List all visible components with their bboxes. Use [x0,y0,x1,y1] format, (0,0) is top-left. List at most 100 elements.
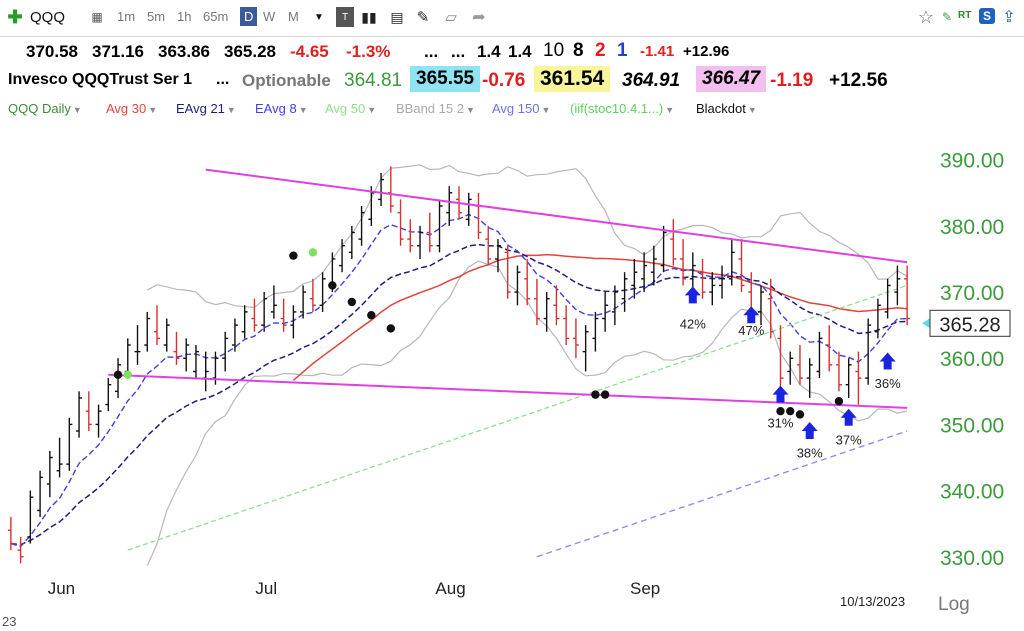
blackdot-marker [786,406,795,416]
up-arrow-icon [743,306,760,324]
interval-65m[interactable]: 65m [203,9,229,24]
legend-eavg-21[interactable]: EAvg 21 ▼ [176,101,236,116]
optionable-label: Optionable [242,71,331,90]
value-1: 1.4 [477,42,501,61]
legend-avg-150[interactable]: Avg 150 ▼ [492,101,551,116]
interval-1m[interactable]: 1m [117,9,136,24]
blackdot-marker [795,410,805,419]
interval-weekly[interactable]: W [263,9,276,24]
value-8: +12.96 [683,43,730,60]
add-symbol-icon[interactable]: ✚ [7,6,23,27]
blackdot-marker [386,324,396,333]
open-value: 370.58 [26,42,78,61]
value-6: 1 [617,40,628,61]
quote-line-1: 370.58 371.16 363.86 365.28 -4.65 -1.3% … [0,38,1024,64]
security-name: Invesco QQQTrust Ser 1 [8,71,193,88]
price-5: 364.91 [622,70,681,91]
rt-badge[interactable]: RT [958,10,972,21]
interval-1h[interactable]: 1h [177,9,192,24]
green-dot-marker [308,248,318,257]
up-arrow-icon [772,385,789,403]
blackdot-marker [776,406,785,416]
value-3: 10 [543,40,565,61]
up-arrow-icon [801,422,818,440]
legend-eavg-8[interactable]: EAvg 8 ▼ [255,101,308,116]
y-tick-label: 330.00 [940,547,1004,570]
change-pct-value: -1.3% [346,42,391,61]
draw-pencil-icon[interactable]: ✎ [416,9,430,26]
blackdot-marker [113,370,123,379]
star-icon[interactable]: ☆ [917,6,935,27]
toolbar: ✚ QQQ ▦ 1m 5m 1h 65m D W M ▼ T ▮▮ ▤ ✎ ▱ … [0,0,1024,37]
s-badge[interactable]: S [979,8,996,24]
high-value: 371.16 [92,42,144,61]
percent-annotation: 37% [836,432,862,447]
up-arrow-icon [840,408,857,426]
share-arrow-icon[interactable]: ➦ [472,9,486,26]
quote-line-2: Invesco QQQTrust Ser 1 ... Optionable 36… [0,66,1024,92]
y-tick-label: 350.00 [940,414,1004,437]
price-1: 364.81 [344,70,403,91]
year-label: 23 [2,614,16,629]
avg-150-line [536,430,908,558]
text-tool-icon[interactable]: T [336,7,354,27]
x-tick-label: Jun [48,579,75,598]
price-2: 365.55 [410,66,481,92]
interval-monthly[interactable]: M [288,9,299,24]
blackdot-marker [834,397,844,406]
alert-icon[interactable]: ✎ [941,10,953,24]
bar-chart-icon[interactable]: ▮▮ [361,8,377,25]
y-tick-label: 390.00 [940,150,1004,173]
eavg-8-line [10,213,908,548]
price-6: 366.47 [696,66,767,92]
share-icon[interactable]: ⇪ [1002,9,1016,26]
y-tick-label: 340.00 [940,481,1004,504]
dots-2: ... [451,42,466,61]
percent-annotation: 42% [680,316,706,331]
interval-daily[interactable]: D [240,7,258,26]
price-chart[interactable]: 42% 47% 31% 38% 37% 36% 330.00 340.00 350.00 360… [0,120,1024,631]
value-5: 2 [595,40,606,61]
value-7: -1.41 [640,43,675,60]
price-7: -1.19 [770,70,814,91]
x-tick-label: Jul [255,579,277,598]
calculator-icon[interactable]: ▤ [390,8,404,25]
lower-trendline [108,373,908,409]
percent-annotation: 31% [767,416,793,431]
up-arrow-icon [879,352,896,370]
x-tick-label: Aug [435,579,465,598]
legend-bband[interactable]: BBand 15 2 ▼ [396,101,475,116]
avg-50-line [127,284,908,551]
percent-annotation: 38% [797,446,823,461]
green-dot-marker [123,370,132,379]
note-icon[interactable]: ▱ [445,9,457,26]
chevron-down-icon[interactable]: ▼ [314,11,324,23]
x-tick-label: Sep [630,579,660,598]
symbol-input[interactable]: QQQ [30,9,66,26]
y-tick-label: 370.00 [940,282,1004,305]
interval-5m[interactable]: 5m [147,9,166,24]
last-price-box [929,309,1011,337]
blackdot-marker [328,281,337,290]
blackdot-marker [289,251,298,260]
legend-qqq-daily[interactable]: QQQ Daily ▼ [8,101,82,116]
grid-icon[interactable]: ▦ [91,10,103,24]
legend-avg-50[interactable]: Avg 50 ▼ [325,101,377,116]
y-tick-label: 380.00 [940,216,1004,239]
percent-annotation: 36% [875,376,901,391]
indicator-legend: QQQ Daily ▼ Avg 30 ▼ EAvg 21 ▼ EAvg 8 ▼ Avg … [0,97,1024,119]
price-3: -0.76 [482,70,526,91]
log-toggle[interactable]: Log [938,594,970,615]
legend-blackdot[interactable]: Blackdot ▼ [696,101,757,116]
value-4: 8 [573,40,584,61]
dots: ... [216,71,230,88]
up-arrow-icon [684,286,701,304]
close-value: 365.28 [224,42,276,61]
dots-1: ... [424,42,439,61]
legend-stoc[interactable]: (iif(stoc10.4.1...) ▼ [570,101,675,116]
y-tick-label: 360.00 [940,348,1004,371]
low-value: 363.86 [158,42,210,61]
eavg-21-line [10,243,908,546]
legend-avg-30[interactable]: Avg 30 ▼ [106,101,158,116]
price-8: +12.56 [829,70,888,91]
